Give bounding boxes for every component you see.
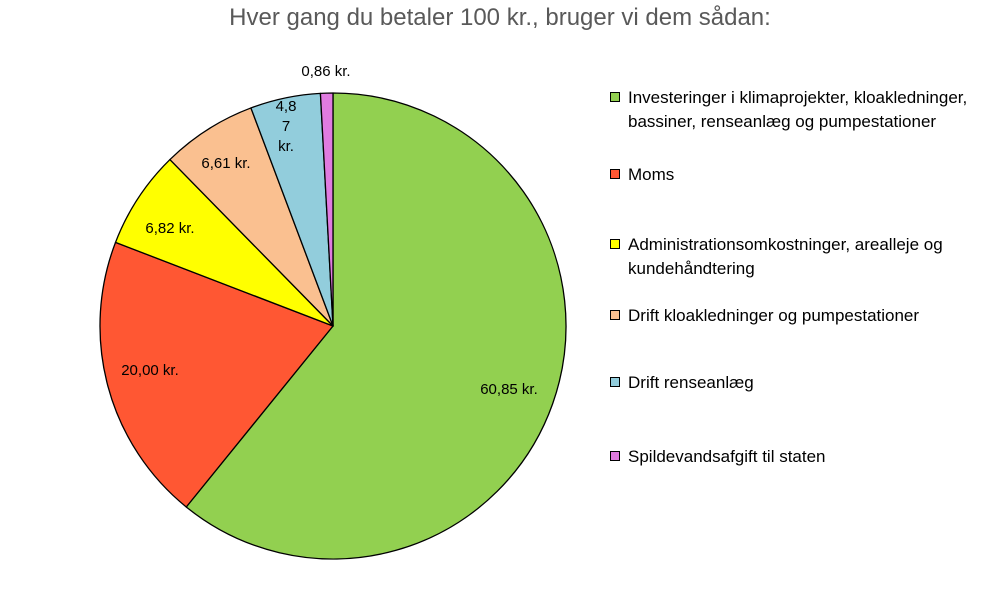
legend-label: Investeringer i klimaprojekter, kloakled… <box>628 88 968 131</box>
legend-entry: Drift kloakledninger og pumpestationer <box>610 304 995 328</box>
legend-label: Drift renseanlæg <box>628 373 754 392</box>
pie-slice <box>319 92 334 327</box>
legend-swatch <box>610 169 620 179</box>
slice-data-label: 6,61 kr. <box>201 155 250 172</box>
legend-entry: Investeringer i klimaprojekter, kloakled… <box>610 86 995 134</box>
pie-slice <box>99 241 334 508</box>
pie-slice <box>185 92 567 560</box>
legend-swatch <box>610 92 620 102</box>
legend-entry: Moms <box>610 163 995 187</box>
slice-data-label: 4,8 7 kr. <box>276 98 297 155</box>
legend-entry: Spildevandsafgift til staten <box>610 445 995 469</box>
slice-data-label: 0,86 kr. <box>301 63 350 80</box>
legend-swatch <box>610 239 620 249</box>
chart-title: Hver gang du betaler 100 kr., bruger vi … <box>229 4 771 31</box>
legend-swatch <box>610 451 620 461</box>
slice-data-label: 20,00 kr. <box>121 362 179 379</box>
slice-data-label: 60,85 kr. <box>480 381 538 398</box>
slice-data-label: 6,82 kr. <box>145 220 194 237</box>
legend-label: Administrationsomkostninger, arealleje o… <box>628 235 943 278</box>
legend-entry: Administrationsomkostninger, arealleje o… <box>610 233 995 281</box>
legend-label: Moms <box>628 165 675 184</box>
legend-label: Spildevandsafgift til staten <box>628 447 826 466</box>
legend-swatch <box>610 310 620 320</box>
legend-label: Drift kloakledninger og pumpestationer <box>628 306 920 325</box>
legend-entry: Drift renseanlæg <box>610 371 995 395</box>
legend-swatch <box>610 377 620 387</box>
